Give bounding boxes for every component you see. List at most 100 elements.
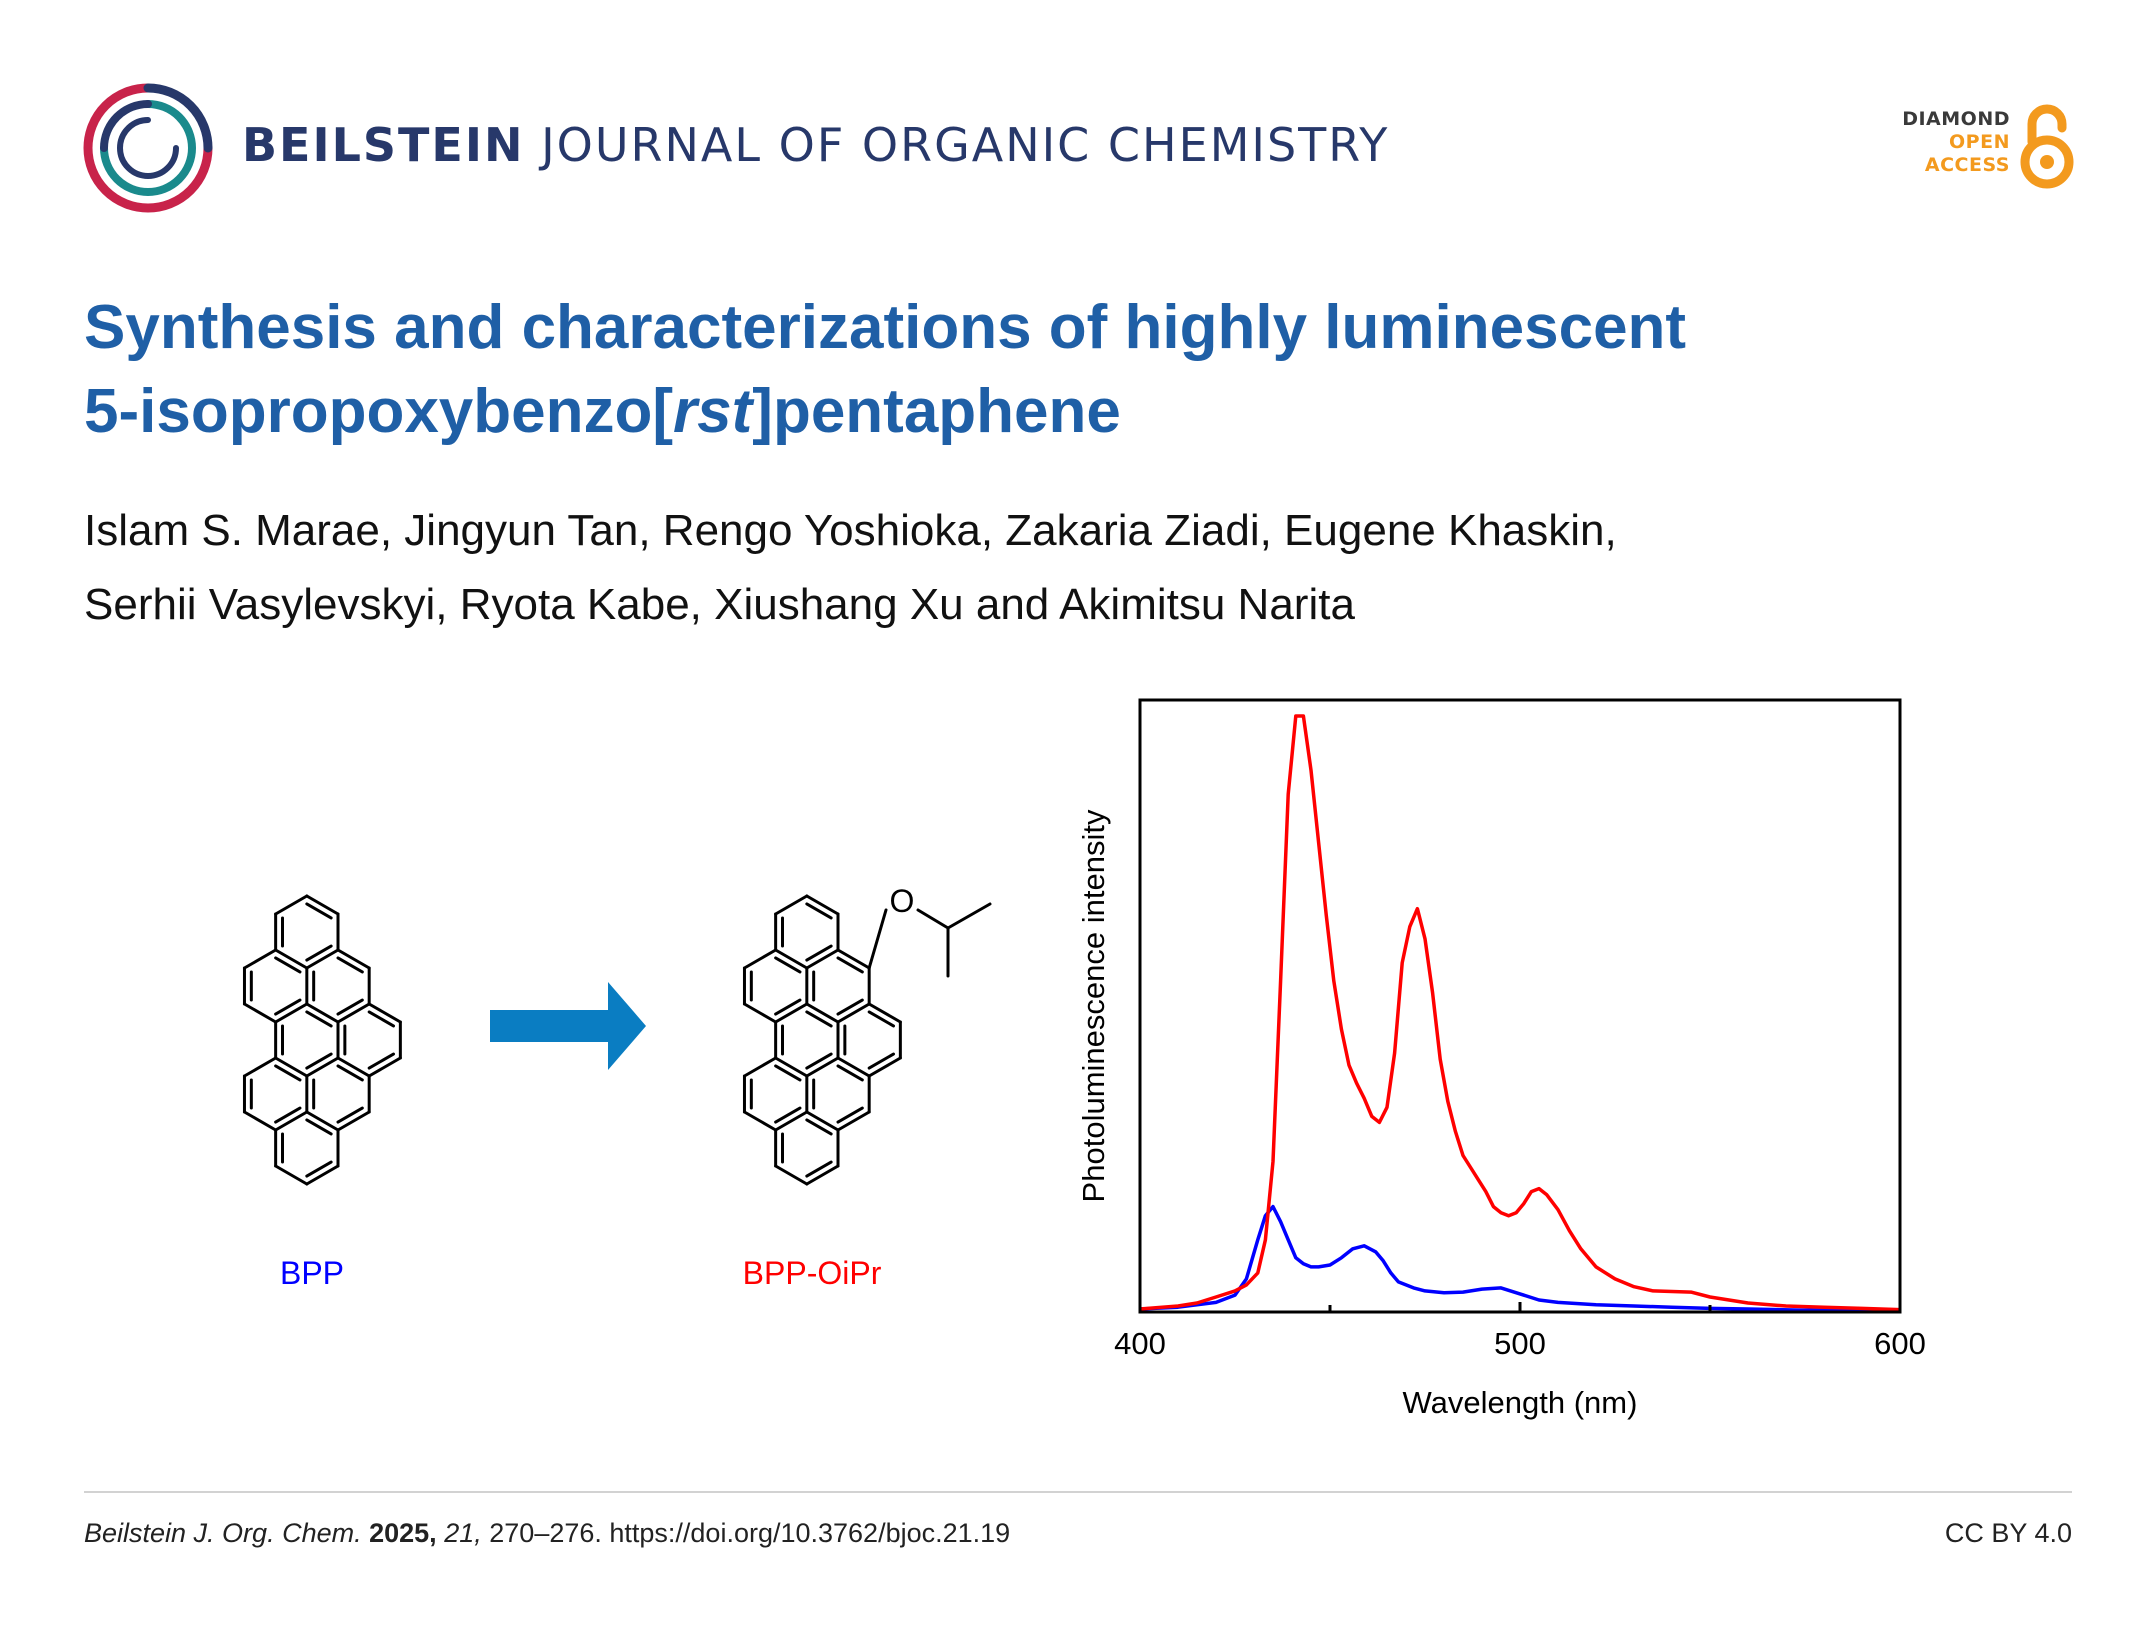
bond: [805, 894, 840, 916]
bond: [867, 1056, 902, 1078]
x-tick-label-0: 400: [1114, 1326, 1166, 1361]
bond: [742, 948, 778, 970]
double-bond: [336, 956, 364, 974]
bond: [305, 1002, 340, 1024]
double-bond: [867, 1052, 895, 1070]
bond: [805, 1164, 840, 1186]
bond-o: [867, 908, 888, 970]
double-bond: [305, 1118, 333, 1136]
reaction-scheme: O BPP BPP-OiPr: [242, 883, 992, 1291]
article-title-line-2: 5-isopropoxybenzo[rst]pentaphene: [84, 370, 2044, 454]
bpp-oipr-structure: [742, 894, 992, 1186]
journal-name-rest: JOURNAL OF ORGANIC CHEMISTRY: [541, 118, 1390, 172]
bond: [774, 1110, 809, 1132]
bond: [774, 894, 809, 916]
bond: [774, 948, 809, 970]
citation-volume: 21,: [444, 1518, 482, 1548]
double-bond: [836, 998, 864, 1016]
open-access-line-2: OPEN: [1949, 131, 2010, 153]
journal-abbrev: Beilstein J. Org. Chem.: [84, 1518, 362, 1548]
bond: [242, 948, 278, 970]
bond: [867, 1002, 902, 1024]
x-tick-label-1: 500: [1494, 1326, 1546, 1361]
bond: [805, 1110, 840, 1132]
bond: [836, 1002, 871, 1024]
open-access-line-1: DIAMOND: [1902, 108, 2010, 130]
bond: [774, 1002, 809, 1024]
x-axis-ticks: 400 500 600: [1114, 1302, 1926, 1361]
double-bond: [867, 1010, 895, 1028]
bond: [242, 1056, 278, 1078]
bond: [336, 1110, 371, 1132]
bond: [274, 1110, 309, 1132]
series-line-0: [1139, 714, 1901, 1312]
double-bond: [805, 1160, 833, 1178]
bond: [305, 894, 340, 916]
author-line-1: Islam S. Marae, Jingyun Tan, Rengo Yoshi…: [84, 506, 1617, 555]
double-bond: [836, 1064, 864, 1082]
double-bond: [274, 956, 302, 974]
pl-spectrum-chart: 400 500 600 Wavelength (nm) Photoluminesce…: [1076, 698, 1926, 1420]
license-label[interactable]: CC BY 4.0: [1944, 1518, 2072, 1548]
title-part-italic: rst: [673, 377, 753, 446]
double-bond: [836, 956, 864, 974]
bond: [805, 1056, 840, 1078]
plot-frame: [1138, 698, 1902, 1314]
footer-divider: [84, 1491, 2072, 1493]
x-axis-label: Wavelength (nm): [1403, 1385, 1638, 1420]
bond: [774, 1164, 809, 1186]
bond: [742, 1002, 778, 1024]
bond: [242, 1110, 278, 1132]
double-bond: [774, 1064, 802, 1082]
double-bond: [367, 1010, 395, 1028]
double-bond: [305, 1052, 333, 1070]
open-access-lock-icon: [2020, 104, 2074, 189]
double-bond: [774, 1106, 802, 1124]
author-line-2: Serhii Vasylevskyi, Ryota Kabe, Xiushang…: [84, 580, 1355, 629]
reaction-arrow-icon: [490, 982, 646, 1070]
bond: [367, 1056, 402, 1078]
bond-o-c: [916, 908, 950, 930]
oxygen-label: O: [890, 883, 915, 919]
citation-year: 2025,: [369, 1518, 437, 1548]
open-access-badge: DIAMOND OPEN ACCESS: [1902, 108, 2010, 177]
double-bond: [774, 956, 802, 974]
bond: [774, 1056, 809, 1078]
bond: [305, 1110, 340, 1132]
bond: [805, 1002, 840, 1024]
chart-series-group: [1139, 714, 1901, 1313]
bond: [242, 1002, 278, 1024]
double-bond: [274, 1106, 302, 1124]
double-bond: [805, 902, 833, 920]
double-bond: [336, 998, 364, 1016]
double-bond: [336, 1064, 364, 1082]
bond: [836, 948, 871, 970]
double-bond: [774, 998, 802, 1016]
journal-name: BEILSTEIN JOURNAL OF ORGANIC CHEMISTRY: [242, 118, 1389, 172]
compound-label-bpp: BPP: [280, 1255, 344, 1291]
series-line-1: [1139, 1204, 1901, 1313]
bond: [836, 1056, 871, 1078]
title-part-b: ]pentaphene: [752, 377, 1121, 446]
double-bond: [305, 1010, 333, 1028]
double-bond: [305, 902, 333, 920]
bond: [305, 948, 340, 970]
bond: [742, 1110, 778, 1132]
double-bond: [274, 1064, 302, 1082]
double-bond: [336, 1106, 364, 1124]
compound-label-bpp-oipr: BPP-OiPr: [743, 1255, 882, 1291]
double-bond: [805, 1052, 833, 1070]
bond: [274, 894, 309, 916]
bond: [305, 1056, 340, 1078]
bond: [336, 1056, 371, 1078]
bond: [274, 1164, 309, 1186]
citation: Beilstein J. Org. Chem. 2025, 21, 270–27…: [84, 1518, 1010, 1549]
double-bond: [805, 1010, 833, 1028]
citation-pages-doi[interactable]: 270–276. https://doi.org/10.3762/bjoc.21…: [489, 1518, 1011, 1548]
open-access-line-3: ACCESS: [1924, 154, 2010, 176]
bond: [336, 1002, 371, 1024]
bond: [367, 1002, 402, 1024]
x-tick-label-2: 600: [1874, 1326, 1926, 1361]
y-axis-label: Photoluminescence intensity: [1076, 809, 1111, 1202]
bond: [805, 948, 840, 970]
